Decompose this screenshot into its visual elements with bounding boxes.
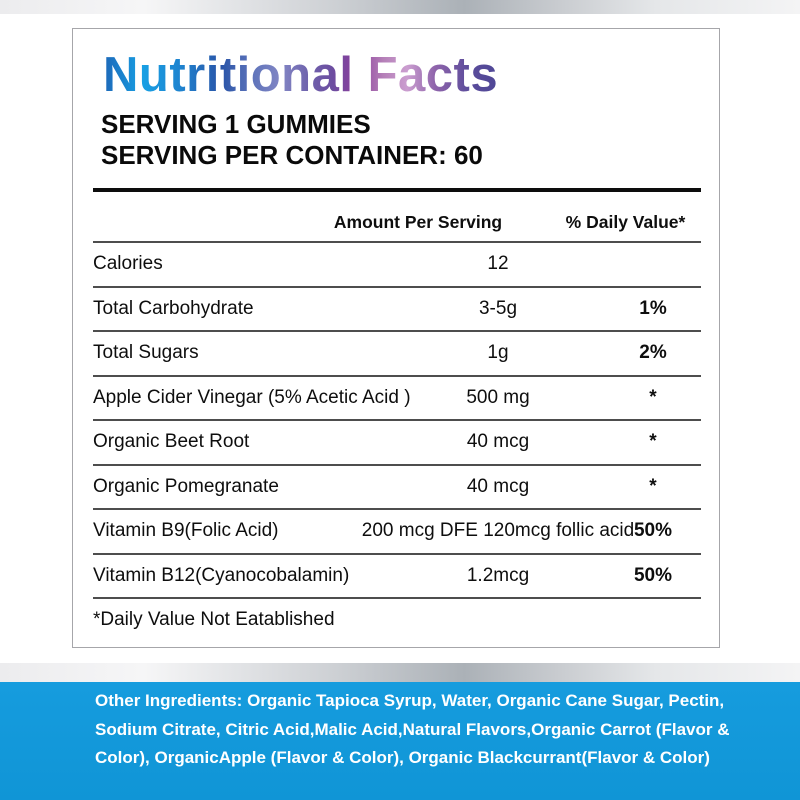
table-row-vitamin-b12: Vitamin B12(Cyanocobalamin) 1.2mcg 50%: [93, 555, 701, 599]
facts-header-row: Amount Per Serving % Daily Value*: [93, 192, 701, 243]
row-name: Vitamin B12(Cyanocobalamin): [93, 564, 350, 586]
row-name: Total Carbohydrate: [93, 297, 254, 319]
row-daily-value: *: [649, 431, 657, 453]
row-amount: 1.2mcg: [466, 564, 530, 586]
row-amount: 1g: [487, 342, 509, 364]
daily-value-footnote: *Daily Value Not Eatablished: [93, 608, 335, 630]
top-metal-band: [0, 0, 800, 14]
row-daily-value: *: [649, 475, 657, 497]
row-daily-value: *: [649, 386, 657, 408]
daily-value-header: % Daily Value*: [565, 212, 686, 232]
table-row-organic-pomegranate: Organic Pomegranate 40 mcg *: [93, 466, 701, 510]
row-name: Total Sugars: [93, 342, 199, 364]
serving-info: SERVING 1 GUMMIES SERVING PER CONTAINER:…: [101, 109, 483, 171]
label-title: Nutritional Facts: [103, 48, 499, 102]
row-amount: 40 mcg: [466, 475, 530, 497]
row-amount: 500 mg: [466, 386, 530, 408]
table-row-vitamin-b9: Vitamin B9(Folic Acid) 200 mcg DFE 120mc…: [93, 510, 701, 555]
row-name: Organic Pomegranate: [93, 475, 279, 497]
amount-per-serving-header: Amount Per Serving: [333, 212, 503, 232]
table-row-apple-cider-vinegar: Apple Cider Vinegar (5% Acetic Acid ) 50…: [93, 377, 701, 421]
row-name: Vitamin B9(Folic Acid): [93, 520, 279, 542]
row-daily-value: 50%: [633, 564, 673, 586]
table-row-total-sugars: Total Sugars 1g 2%: [93, 332, 701, 377]
row-amount: 200 mcg DFE 120mcg follic acid: [361, 520, 635, 542]
table-row-organic-beet-root: Organic Beet Root 40 mcg *: [93, 421, 701, 466]
row-name: Organic Beet Root: [93, 431, 250, 453]
row-name: Apple Cider Vinegar (5% Acetic Acid ): [93, 386, 411, 408]
bottom-metal-band: [0, 663, 800, 682]
servings-per-container-line: SERVING PER CONTAINER: 60: [101, 140, 483, 170]
other-ingredients-text: Other Ingredients: Organic Tapioca Syrup…: [95, 691, 730, 767]
row-amount: 40 mcg: [466, 431, 530, 453]
nutrition-label-card: Nutritional Facts SERVING 1 GUMMIES SERV…: [72, 28, 720, 648]
table-row-total-carbohydrate: Total Carbohydrate 3-5g 1%: [93, 288, 701, 332]
ingredients-band: [0, 682, 800, 800]
row-amount: 3-5g: [478, 297, 518, 319]
row-daily-value: 2%: [639, 342, 667, 364]
thick-divider-bar: [93, 188, 701, 192]
row-name: Calories: [93, 253, 163, 275]
row-daily-value: 1%: [639, 297, 667, 319]
row-amount: 12: [487, 253, 509, 275]
table-row-calories: Calories 12: [93, 243, 701, 288]
facts-table: Amount Per Serving % Daily Value* Calori…: [93, 188, 701, 640]
serving-size-line: SERVING 1 GUMMIES: [101, 109, 371, 139]
row-daily-value: 50%: [633, 520, 673, 542]
